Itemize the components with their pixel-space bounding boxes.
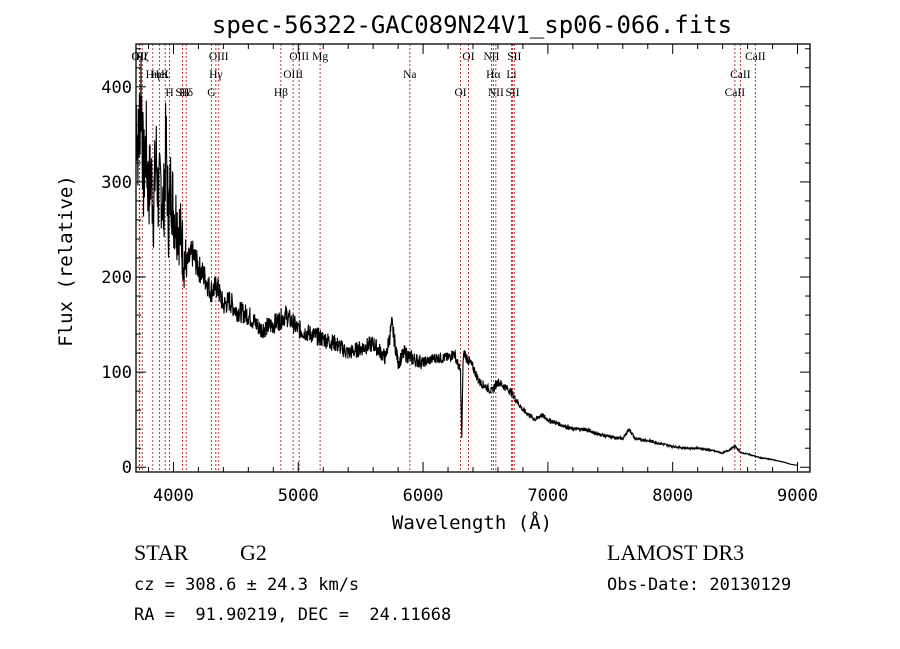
x-axis-label: Wavelength (Å) xyxy=(392,511,552,534)
x-tick-label: 5000 xyxy=(278,486,319,506)
line-marker-label: Hβ xyxy=(274,87,288,99)
line-marker-label: OII xyxy=(132,51,148,63)
chart-title: spec-56322-GAC089N24V1_sp06-066.fits xyxy=(212,11,732,39)
line-marker-label: OI xyxy=(454,87,466,99)
y-tick-label: 0 xyxy=(122,458,132,478)
redshift-value: cz = 308.6 ± 24.3 km/s xyxy=(134,575,359,595)
line-marker-label: OI xyxy=(462,51,474,63)
x-tick-label: 8000 xyxy=(652,486,693,506)
y-axis-label: Flux (relative) xyxy=(55,175,77,347)
line-marker-label: Hη xyxy=(146,69,160,81)
object-subclass: G2 xyxy=(240,540,267,565)
line-marker-label: NII xyxy=(483,51,499,63)
line-marker-label: Li xyxy=(506,69,516,81)
y-tick-label: 100 xyxy=(101,363,132,383)
coordinates: RA = 91.90219, DEC = 24.11668 xyxy=(134,605,451,625)
spectral-line-markers xyxy=(138,44,756,472)
line-marker-label: OIII xyxy=(209,51,229,63)
x-tick-label: 7000 xyxy=(527,486,568,506)
y-axis: 0 100 200 300 400 xyxy=(101,48,810,478)
line-marker-label: CaII xyxy=(730,69,751,81)
line-marker-label: NII xyxy=(488,87,504,99)
plot-frame xyxy=(135,43,811,473)
line-marker-label: SII xyxy=(506,87,520,99)
line-marker-label: SII xyxy=(507,51,521,63)
line-marker-label: Hζ xyxy=(136,51,149,63)
x-axis: 4000 5000 6000 7000 8000 9000 xyxy=(147,44,818,506)
line-marker-label: OIII xyxy=(283,69,303,81)
y-tick-label: 300 xyxy=(101,173,132,193)
x-tick-label: 4000 xyxy=(153,486,194,506)
line-marker-label: Na xyxy=(403,69,416,81)
line-marker-label: K xyxy=(161,69,170,81)
x-tick-label: 6000 xyxy=(403,486,444,506)
line-marker-label: OIII xyxy=(289,51,309,63)
line-marker-label: G xyxy=(207,87,215,99)
line-marker-label: Hγ xyxy=(209,69,222,81)
line-marker-label: CaII xyxy=(725,87,746,99)
line-marker-label: Hα xyxy=(486,69,500,81)
line-marker-label: SII xyxy=(175,87,189,99)
flux-series-line xyxy=(135,55,798,466)
line-marker-label: HeI xyxy=(151,69,168,81)
y-tick-label: 400 xyxy=(101,78,132,98)
spectral-line-labels: HζKHδOIIHeISIIOIIIHγGOIIHηHOIIIOIIIHβMgN… xyxy=(131,51,765,99)
line-marker-label: Hδ xyxy=(179,87,193,99)
survey-name: LAMOST DR3 xyxy=(607,540,744,565)
x-tick-label: 9000 xyxy=(777,486,818,506)
obs-date: Obs-Date: 20130129 xyxy=(607,575,791,595)
line-marker-label: Mg xyxy=(312,51,328,63)
line-marker-label: H xyxy=(165,87,173,99)
object-class: STAR xyxy=(134,540,189,565)
line-marker-label: CaII xyxy=(745,51,766,63)
y-tick-label: 200 xyxy=(101,268,132,288)
